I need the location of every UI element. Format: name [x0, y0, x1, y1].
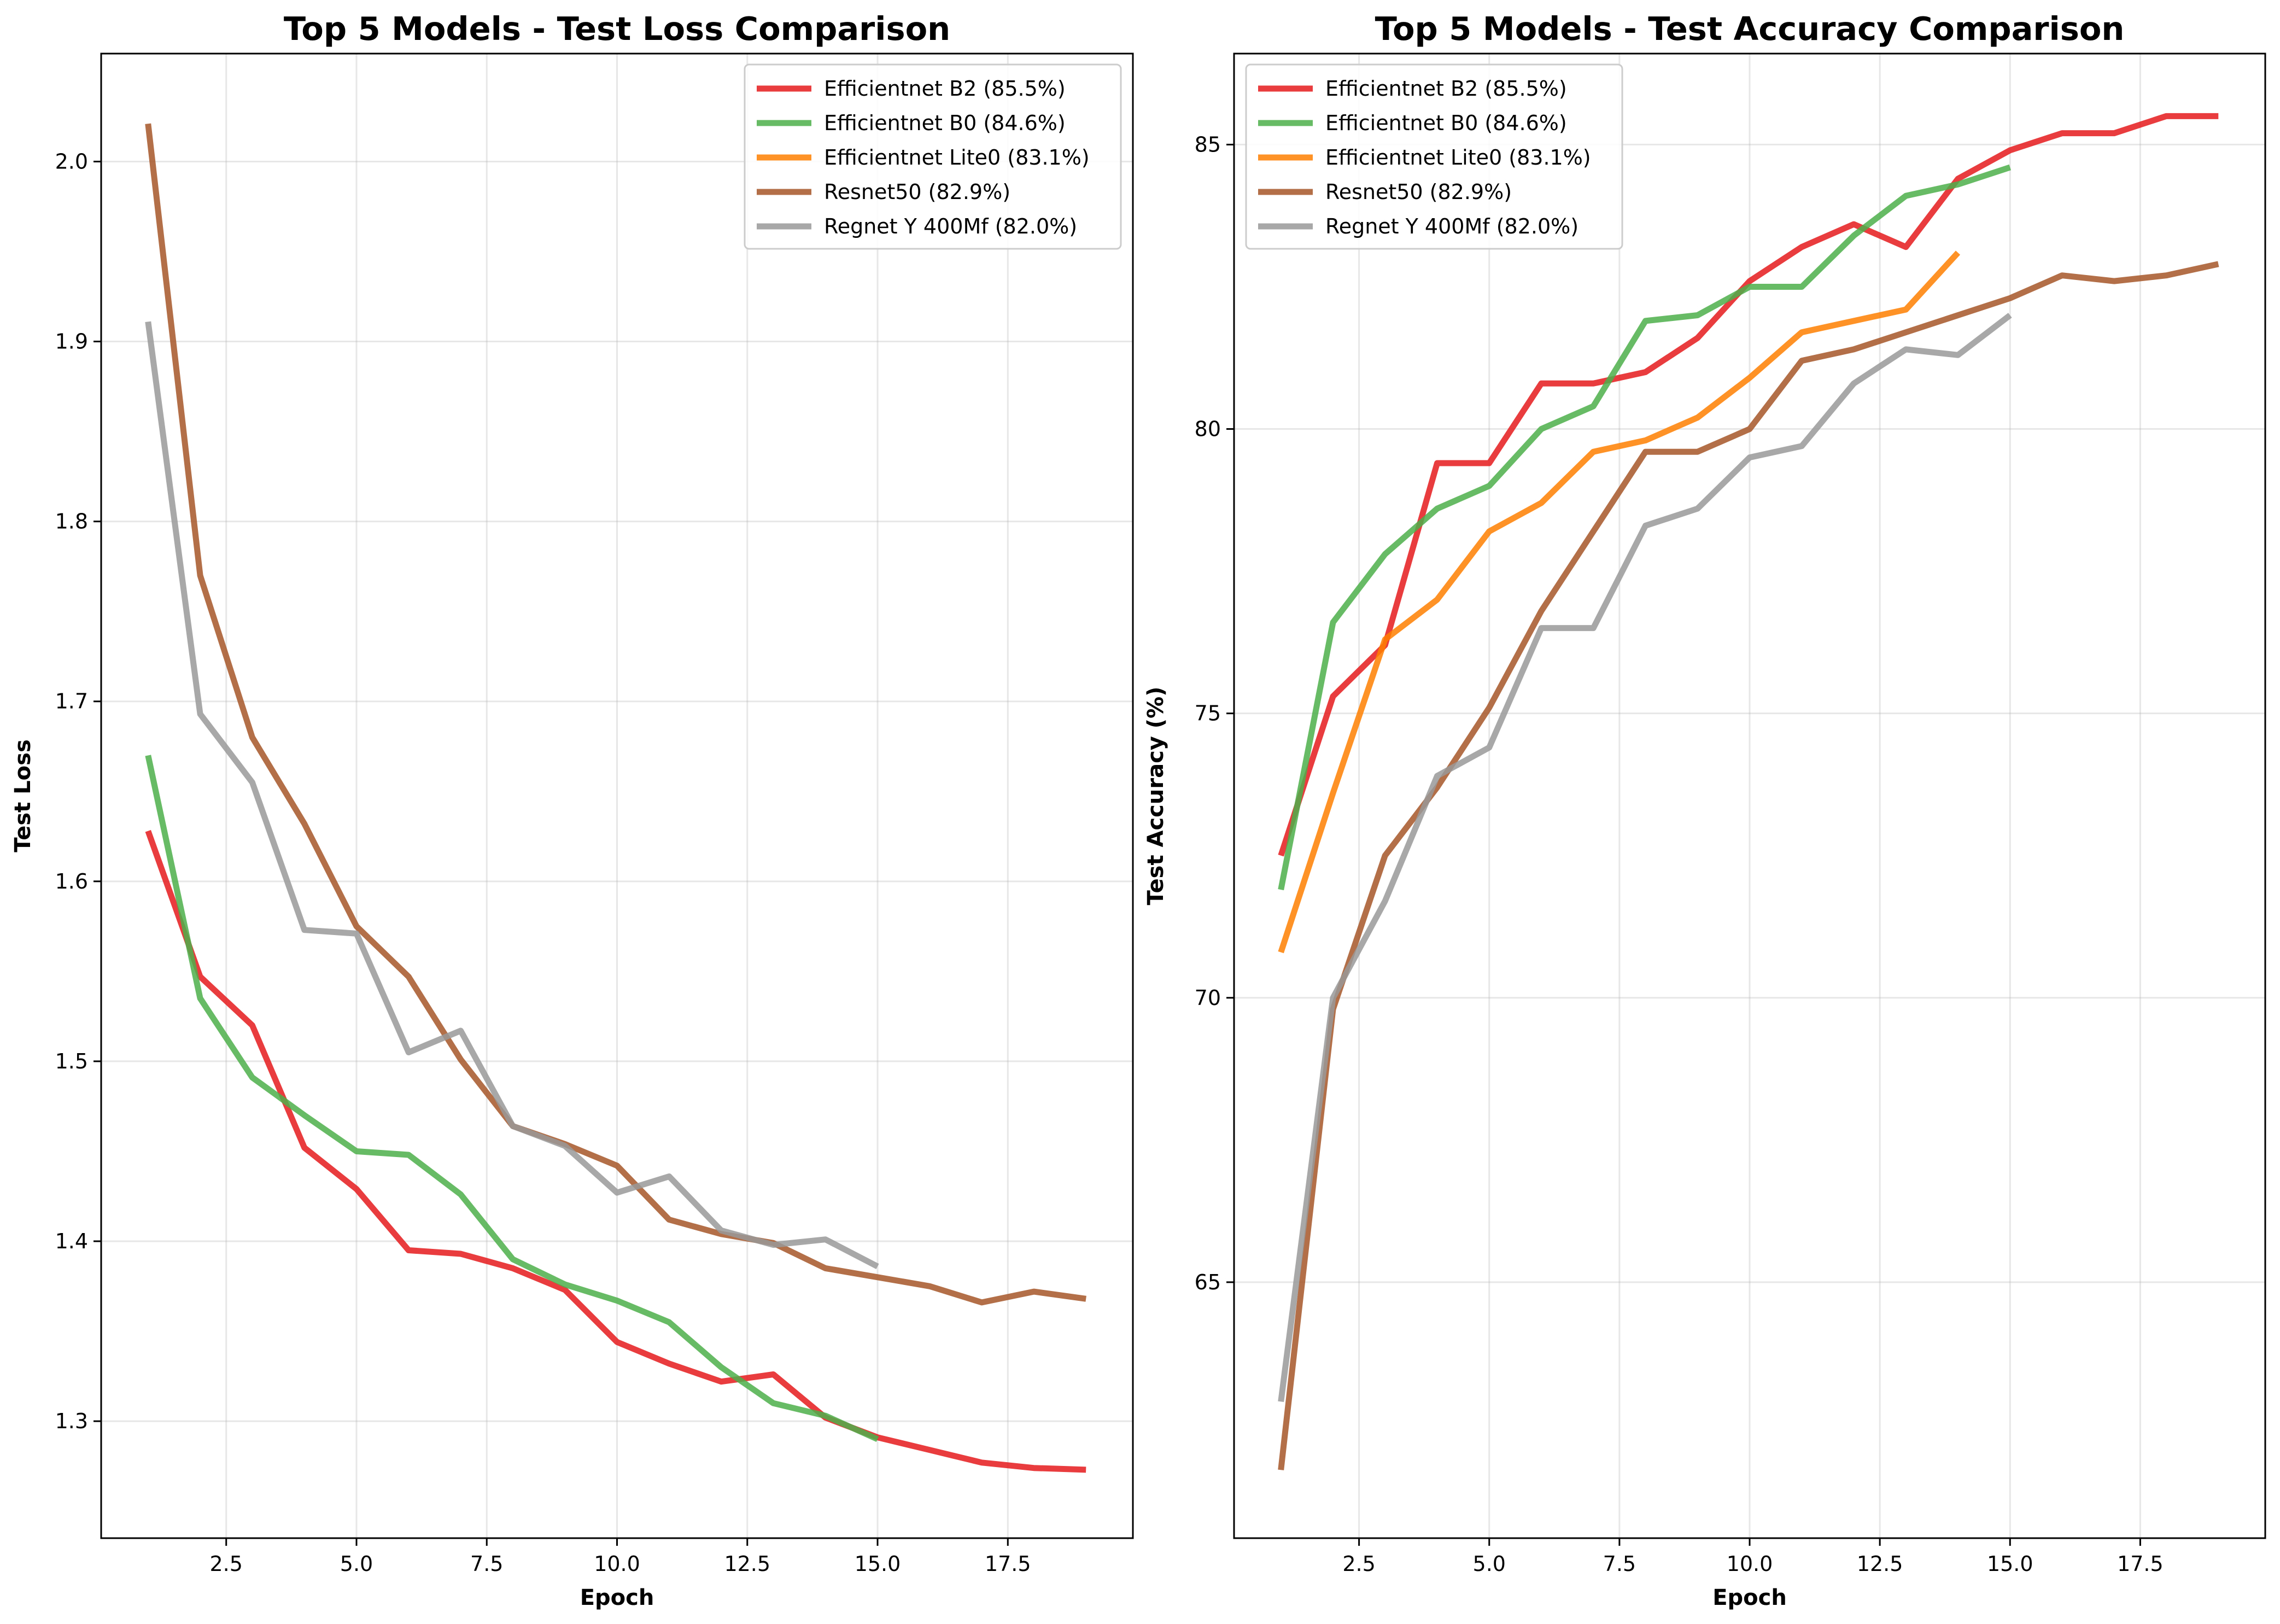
- accuracy-y-tick-label: 65: [1195, 1270, 1221, 1294]
- loss-y-tick-label: 1.7: [55, 690, 88, 714]
- loss-series-resnet50-82-9: [145, 123, 1086, 1306]
- accuracy-y-tick-label: 70: [1195, 986, 1221, 1010]
- accuracy-legend-label: Efficientnet Lite0 (83.1%): [1325, 145, 1591, 170]
- loss-series-efficientnet-b2-85-5: [145, 829, 1086, 1473]
- loss-legend-label: Resnet50 (82.9%): [824, 180, 1010, 204]
- accuracy-y-tick-label: 85: [1195, 132, 1221, 156]
- loss-x-tick-label: 12.5: [724, 1552, 770, 1576]
- accuracy-legend-label: Efficientnet B0 (84.6%): [1325, 111, 1567, 135]
- loss-x-tick-label: 10.0: [594, 1552, 640, 1576]
- accuracy-legend-label: Efficientnet B2 (85.5%): [1325, 77, 1567, 101]
- accuracy-x-tick-label: 12.5: [1857, 1552, 1903, 1576]
- loss-x-axis-label: Epoch: [580, 1585, 654, 1610]
- accuracy-x-tick-label: 2.5: [1342, 1552, 1375, 1576]
- loss-chart-panel: 2.5 5.0 7.5 10.0 12.5 15.0 17.5 1.3 1.4 1.5 1.6 1.7…: [10, 10, 1134, 1610]
- loss-legend-label: Efficientnet Lite0 (83.1%): [824, 145, 1090, 170]
- loss-legend-label: Efficientnet B0 (84.6%): [824, 111, 1066, 135]
- accuracy-x-tick-label: 7.5: [1603, 1552, 1636, 1576]
- loss-y-tick-label: 2.0: [55, 149, 88, 173]
- loss-x-tick-label: 7.5: [470, 1552, 503, 1576]
- loss-y-tick-label: 1.6: [55, 869, 88, 893]
- loss-y-tick-label: 1.9: [55, 330, 88, 354]
- accuracy-series-lines: [1278, 113, 2219, 1470]
- accuracy-legend-box: [1245, 63, 1623, 250]
- accuracy-y-axis-label: Test Accuracy (%): [1143, 687, 1168, 906]
- loss-series-regnet-y-400mf-82-0: [145, 321, 879, 1269]
- accuracy-series-regnet-y-400mf-82-0: [1278, 313, 2012, 1403]
- accuracy-x-tick-label: 10.0: [1727, 1552, 1773, 1576]
- accuracy-x-tick-label: 17.5: [2117, 1552, 2164, 1576]
- accuracy-legend-label: Regnet Y 400Mf (82.0%): [1325, 214, 1579, 238]
- loss-y-axis-label: Test Loss: [10, 739, 36, 852]
- loss-legend: Efficientnet B2 (85.5%) Efficientnet B0 (…: [744, 63, 1122, 250]
- loss-x-tick-label: 15.0: [855, 1552, 901, 1576]
- loss-series-lines: [145, 123, 1086, 1473]
- accuracy-legend: Efficientnet B2 (85.5%) Efficientnet B0 (…: [1245, 63, 1623, 250]
- loss-x-tick-label: 5.0: [340, 1552, 373, 1576]
- accuracy-series-efficientnet-b0-84-6: [1278, 164, 2012, 891]
- loss-x-tick-label: 17.5: [985, 1552, 1031, 1576]
- loss-grid: [101, 54, 1133, 1538]
- loss-chart-title: Top 5 Models - Test Loss Comparison: [284, 10, 950, 48]
- accuracy-x-tick-label: 5.0: [1473, 1552, 1506, 1576]
- loss-y-tick-label: 1.8: [55, 510, 88, 534]
- accuracy-chart-panel: 2.5 5.0 7.5 10.0 12.5 15.0 17.5 65 70 75 80 85 Top …: [1143, 10, 2266, 1610]
- loss-series-efficientnet-b0-84-6: [145, 755, 879, 1442]
- loss-legend-label: Regnet Y 400Mf (82.0%): [824, 214, 1077, 238]
- accuracy-ticks: 2.5 5.0 7.5 10.0 12.5 15.0 17.5 65 70 75 80 85: [1195, 132, 2164, 1576]
- accuracy-chart-title: Top 5 Models - Test Accuracy Comparison: [1375, 10, 2125, 48]
- loss-y-tick-label: 1.5: [55, 1049, 88, 1073]
- loss-ticks: 2.5 5.0 7.5 10.0 12.5 15.0 17.5 1.3 1.4 1.5 1.6 1.7…: [55, 149, 1031, 1576]
- accuracy-y-tick-label: 80: [1195, 417, 1221, 441]
- accuracy-y-tick-label: 75: [1195, 702, 1221, 726]
- loss-x-tick-label: 2.5: [210, 1552, 243, 1576]
- loss-y-tick-label: 1.4: [55, 1229, 88, 1253]
- accuracy-series-efficientnet-b2-85-5: [1278, 113, 2219, 857]
- accuracy-x-tick-label: 15.0: [1987, 1552, 2033, 1576]
- accuracy-series-resnet50-82-9: [1278, 261, 2219, 1470]
- accuracy-x-axis-label: Epoch: [1712, 1585, 1787, 1610]
- accuracy-legend-label: Resnet50 (82.9%): [1325, 180, 1512, 204]
- loss-legend-box: [744, 63, 1122, 250]
- loss-y-tick-label: 1.3: [55, 1409, 88, 1433]
- loss-legend-label: Efficientnet B2 (85.5%): [824, 77, 1066, 101]
- accuracy-series-efficientnet-lite0-83-1: [1278, 250, 1961, 954]
